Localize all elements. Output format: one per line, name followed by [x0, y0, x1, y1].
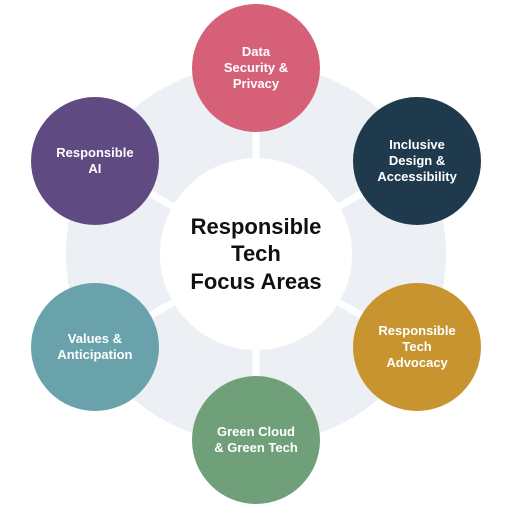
node-data-security: Data Security & Privacy: [192, 4, 320, 132]
focus-areas-diagram: Responsible Tech Focus Areas Data Securi…: [0, 0, 512, 508]
node-responsible-ai: Responsible AI: [31, 97, 159, 225]
node-green: Green Cloud & Green Tech: [192, 376, 320, 504]
hub-label: Responsible Tech Focus Areas: [160, 158, 352, 350]
node-inclusive: Inclusive Design & Accessibility: [353, 97, 481, 225]
node-advocacy: Responsible Tech Advocacy: [353, 283, 481, 411]
node-values: Values & Anticipation: [31, 283, 159, 411]
